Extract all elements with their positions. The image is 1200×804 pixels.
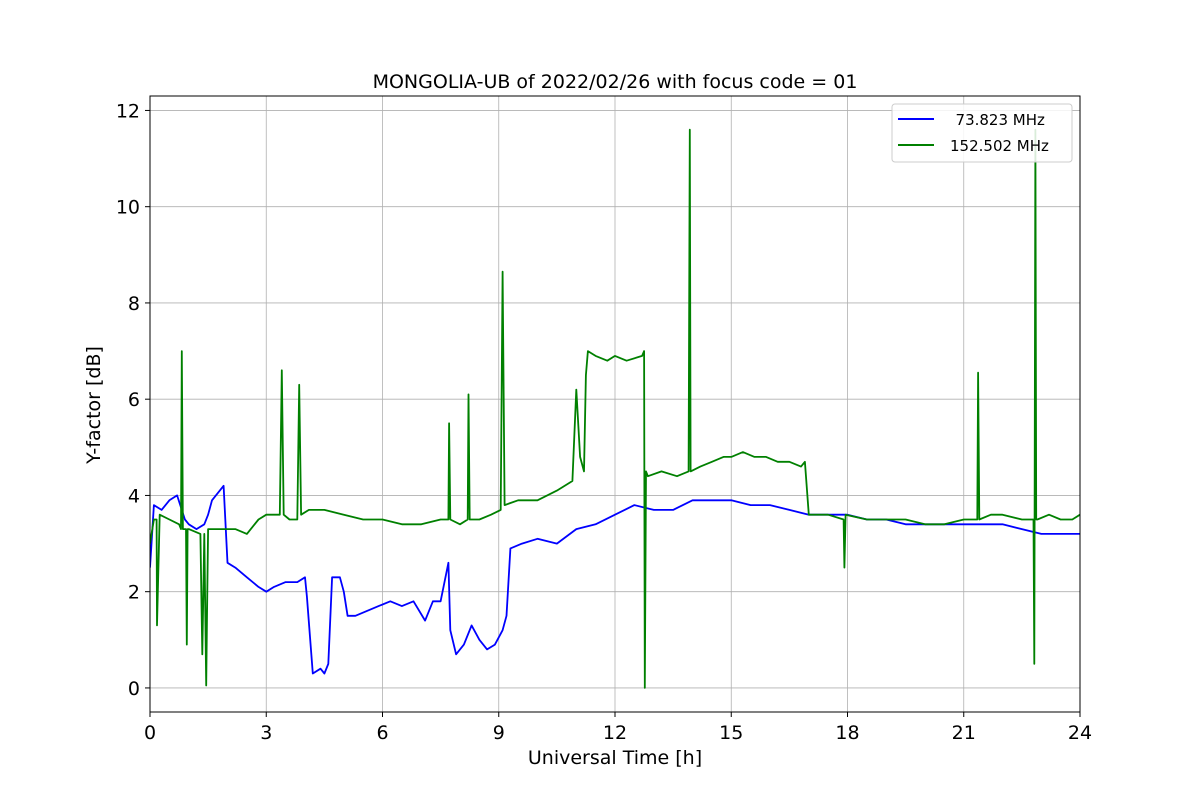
x-tick-label: 0	[144, 722, 156, 744]
legend-label-73-823: 73.823 MHz	[946, 111, 1045, 129]
legend-box	[891, 103, 1073, 163]
x-tick-label: 12	[603, 722, 627, 744]
y-tick-label: 10	[116, 197, 140, 219]
legend-label-152-502: 152.502 MHz	[950, 137, 1049, 155]
y-tick-label: 6	[128, 389, 140, 411]
x-tick-label: 15	[719, 722, 743, 744]
x-tick-label: 9	[493, 722, 505, 744]
x-tick-label: 21	[952, 722, 976, 744]
x-tick-label: 24	[1068, 722, 1092, 744]
y-tick-label: 4	[128, 485, 140, 507]
x-axis-label: Universal Time [h]	[528, 747, 702, 769]
y-tick-label: 2	[128, 582, 140, 604]
x-tick-label: 3	[260, 722, 272, 744]
y-axis-label: Y-factor [dB]	[83, 346, 105, 465]
y-tick-label: 12	[116, 100, 140, 122]
y-tick-label: 0	[128, 678, 140, 700]
legend: 73.823 MHz 152.502 MHz	[891, 103, 1073, 163]
chart-title: MONGOLIA-UB of 2022/02/26 with focus cod…	[373, 71, 858, 93]
y-tick-label: 8	[128, 293, 140, 315]
x-tick-label: 18	[835, 722, 859, 744]
series-line-152-502-mhz	[150, 128, 1080, 689]
x-tick-label: 6	[376, 722, 388, 744]
